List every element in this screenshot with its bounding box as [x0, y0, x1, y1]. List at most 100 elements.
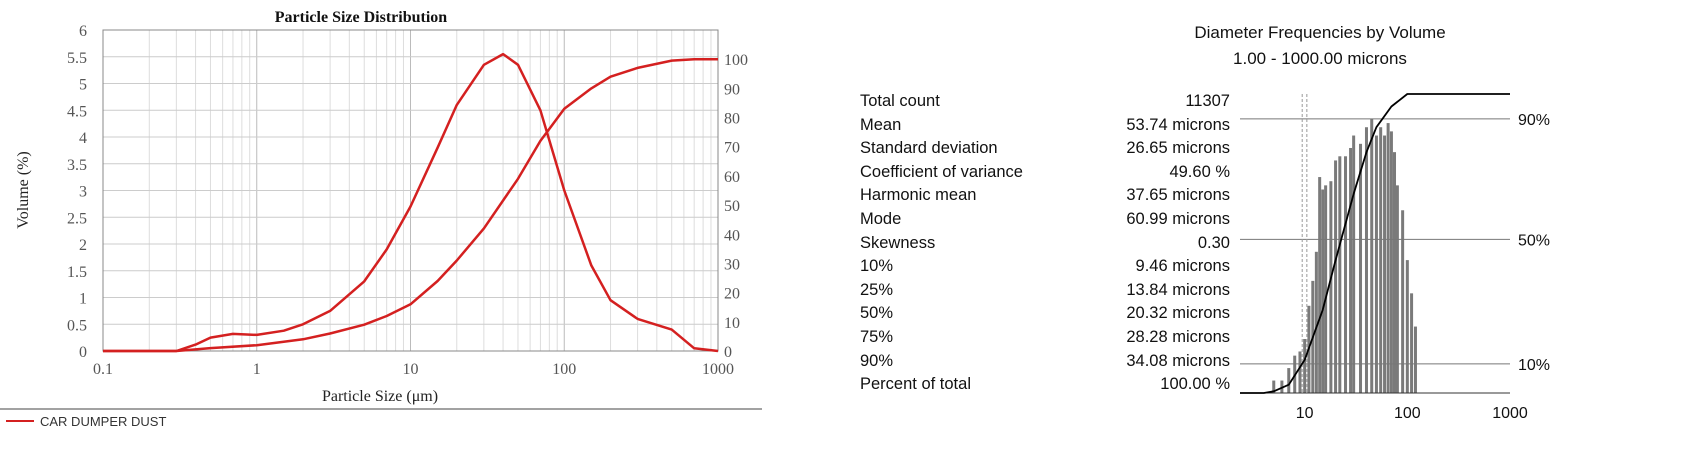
left-y2-tick-label: 30 — [724, 256, 740, 273]
frequency-bar — [1324, 185, 1328, 393]
frequency-bar — [1410, 293, 1414, 393]
left-y-tick-label: 4.5 — [67, 103, 87, 120]
frequency-bar — [1413, 326, 1417, 393]
frequency-bar — [1338, 156, 1342, 393]
cumulative-curve — [1240, 93, 1510, 394]
left-y-tick-label: 4 — [79, 130, 87, 147]
left-y-tick-label: 5 — [79, 77, 87, 94]
left-y2-tick-label: 0 — [724, 344, 732, 361]
right-percent-label: 10% — [1518, 357, 1550, 374]
frequency-bar — [1303, 339, 1307, 393]
frequency-bar — [1334, 160, 1338, 393]
left-chart-title: Particle Size Distribution — [275, 9, 448, 26]
left-y2-tick-label: 70 — [724, 140, 740, 157]
left-y2-tick-label: 20 — [724, 286, 740, 303]
stat-label: 10% — [860, 257, 894, 276]
stat-value: 100.00 % — [1160, 375, 1230, 394]
left-y-tick-label: 0.5 — [67, 317, 87, 334]
frequency-bar — [1349, 147, 1353, 393]
left-y-tick-label: 3.5 — [67, 157, 87, 174]
frequency-bar — [1329, 181, 1333, 393]
frequency-bar — [1344, 156, 1348, 393]
stat-row: 10% 9.46 microns — [860, 255, 1230, 279]
stat-row: 75% 28.28 microns — [860, 326, 1230, 350]
frequency-bar — [1393, 152, 1397, 393]
statistics-table: Total count 11307 Mean 53.74 microns Standar… — [860, 90, 1260, 397]
stat-value: 11307 — [1185, 92, 1230, 110]
left-y-tick-label: 6 — [79, 23, 87, 40]
left-y-tick-label: 1 — [79, 291, 87, 308]
left-y-tick-label: 3 — [79, 184, 87, 201]
frequency-bar — [1318, 177, 1322, 393]
stat-label: 50% — [860, 304, 894, 323]
left-x-tick-label: 0.1 — [93, 361, 113, 378]
stat-label: Percent of total — [860, 375, 971, 394]
stat-value: 26.65 microns — [1126, 139, 1230, 158]
stat-row: Percent of total 100.00 % — [860, 373, 1230, 397]
frequency-bar — [1314, 251, 1318, 393]
stat-row: Harmonic mean 37.65 microns — [860, 184, 1230, 208]
left-y-tick-label: 1.5 — [67, 264, 87, 281]
stat-row: 25% 13.84 microns — [860, 279, 1230, 303]
left-x-tick-label: 1000 — [702, 361, 734, 378]
left-y2-tick-label: 90 — [724, 81, 740, 98]
left-x-tick-label: 100 — [552, 361, 576, 378]
stat-row: Standard deviation 26.65 microns — [860, 137, 1230, 161]
frequency-bar — [1298, 351, 1302, 393]
frequency-bar — [1374, 135, 1378, 393]
frequency-bar — [1386, 123, 1390, 393]
stat-row: Skewness 0.30 — [860, 232, 1230, 256]
frequency-bar — [1389, 131, 1393, 393]
right-chart-title: Diameter Frequencies by Volume — [1194, 23, 1446, 42]
stat-row: Mode 60.99 microns — [860, 208, 1230, 232]
left-y-tick-label: 5.5 — [67, 50, 87, 67]
frequency-bar — [1395, 185, 1399, 393]
stat-row: Mean 53.74 microns — [860, 114, 1230, 138]
right-chart-subtitle: 1.00 - 1000.00 microns — [1233, 49, 1407, 68]
legend-label: CAR DUMPER DUST — [40, 414, 166, 429]
left-y-axis-label: Volume (%) — [15, 151, 32, 228]
left-y2-tick-label: 50 — [724, 198, 740, 215]
stat-row: Total count 11307 — [860, 90, 1230, 114]
stat-label: Mean — [860, 115, 902, 134]
left-y-tick-label: 0 — [79, 344, 87, 361]
left-y-tick-label: 2.5 — [67, 210, 87, 227]
left-y2-tick-label: 100 — [724, 52, 748, 69]
frequency-bar — [1370, 118, 1374, 394]
frequency-bar — [1405, 260, 1409, 393]
right-x-tick-label: 10 — [1296, 405, 1314, 422]
stat-label: Coefficient of variance — [860, 162, 1023, 181]
stat-label: 75% — [860, 327, 894, 346]
stat-label: Total count — [860, 92, 940, 110]
frequency-bar — [1352, 135, 1356, 393]
right-x-tick-label: 100 — [1394, 405, 1421, 422]
left-y-tick-label: 2 — [79, 237, 87, 254]
left-y2-tick-label: 10 — [724, 315, 740, 332]
particle-size-chart: Particle Size Distribution Particle Size… — [0, 9, 762, 429]
frequency-bar — [1359, 143, 1363, 393]
frequency-bar — [1379, 127, 1383, 393]
stat-value: 34.08 microns — [1126, 351, 1230, 370]
right-chart-title-block: Diameter Frequencies by Volume 1.00 - 10… — [1100, 20, 1540, 72]
stat-value: 0.30 — [1197, 233, 1230, 252]
left-x-tick-label: 1 — [253, 361, 261, 378]
stat-label: Mode — [860, 209, 902, 228]
stat-value: 60.99 microns — [1126, 209, 1230, 228]
right-percent-label: 90% — [1518, 112, 1550, 129]
stat-label: 90% — [860, 351, 894, 370]
stat-value: 49.60 % — [1169, 162, 1230, 181]
volume-frequency-line — [103, 52, 719, 353]
stat-row: 50% 20.32 microns — [860, 302, 1230, 326]
stat-value: 53.74 microns — [1126, 115, 1230, 134]
left-y2-tick-label: 80 — [724, 111, 740, 128]
stat-row: Coefficient of variance 49.60 % — [860, 161, 1230, 185]
right-x-tick-label: 1000 — [1492, 405, 1528, 422]
stat-label: 25% — [860, 280, 894, 299]
cumulative-volume-line — [103, 57, 718, 353]
diameter-frequency-chart: 11010010000.01.02.03.010%50%90% — [1240, 93, 1550, 422]
left-x-axis-label: Particle Size (μm) — [322, 388, 438, 405]
stat-label: Harmonic mean — [860, 186, 977, 205]
frequency-bar — [1364, 127, 1368, 393]
stat-value: 28.28 microns — [1126, 327, 1230, 346]
frequency-bar — [1272, 380, 1276, 393]
